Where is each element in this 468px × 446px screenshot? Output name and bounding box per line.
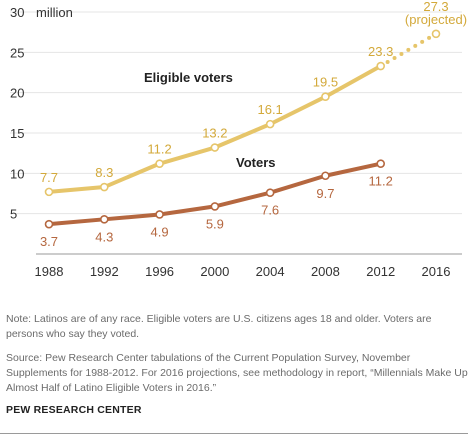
data-point bbox=[265, 119, 275, 129]
y-unit-label: million bbox=[36, 5, 73, 20]
x-tick-label: 2016 bbox=[422, 264, 451, 279]
data-point bbox=[44, 187, 54, 197]
y-tick-label: 10 bbox=[10, 166, 24, 181]
data-point bbox=[265, 188, 275, 197]
y-tick-label: 15 bbox=[10, 126, 24, 141]
data-label: 3.7 bbox=[40, 234, 58, 249]
data-point bbox=[376, 159, 386, 168]
x-tick-label: 1988 bbox=[35, 264, 64, 279]
data-label: 9.7 bbox=[316, 186, 334, 201]
data-label: 11.2 bbox=[369, 174, 393, 189]
data-point bbox=[155, 210, 164, 219]
chart-notes: Note: Latinos are of any race. Eligible … bbox=[6, 312, 468, 405]
data-label: 13.2 bbox=[202, 126, 227, 141]
x-tick-label: 2000 bbox=[200, 264, 229, 279]
data-label: 8.3 bbox=[95, 165, 113, 180]
data-label: 11.2 bbox=[147, 142, 171, 157]
x-tick-label: 2004 bbox=[256, 264, 285, 279]
series-name-label: Voters bbox=[236, 155, 276, 170]
data-point bbox=[321, 92, 330, 101]
note-text: Note: Latinos are of any race. Eligible … bbox=[6, 313, 432, 340]
y-tick-label: 25 bbox=[10, 45, 24, 60]
y-tick-label: 5 bbox=[10, 207, 17, 222]
data-point bbox=[44, 219, 54, 229]
data-label: 4.9 bbox=[151, 224, 169, 239]
projection-point bbox=[431, 29, 441, 39]
y-tick-label: 20 bbox=[10, 86, 24, 101]
x-tick-label: 1996 bbox=[145, 264, 174, 279]
data-label: 5.9 bbox=[206, 216, 224, 231]
x-tick-label: 1992 bbox=[90, 264, 119, 279]
data-label: 19.5 bbox=[313, 75, 338, 90]
data-label: 16.1 bbox=[257, 102, 282, 117]
org-credit: PEW RESEARCH CENTER bbox=[6, 404, 142, 416]
y-tick-label: 30 bbox=[10, 5, 24, 20]
data-label: 7.7 bbox=[40, 170, 58, 185]
data-point bbox=[99, 215, 109, 224]
projection-note: (projected) bbox=[405, 12, 467, 27]
projection-line bbox=[378, 31, 438, 69]
x-tick-label: 2012 bbox=[366, 264, 395, 279]
data-label: 23.3 bbox=[368, 44, 393, 59]
data-label: 4.3 bbox=[95, 229, 113, 244]
data-point bbox=[155, 159, 164, 168]
data-point bbox=[210, 202, 220, 211]
source-text: Source: Pew Research Center tabulations … bbox=[6, 352, 468, 394]
bottom-divider bbox=[0, 433, 468, 434]
data-point bbox=[99, 182, 109, 192]
data-point bbox=[376, 61, 386, 71]
x-tick-label: 2008 bbox=[311, 264, 340, 279]
projection-value-label: 27.3 bbox=[423, 0, 448, 14]
data-point bbox=[321, 171, 330, 181]
data-label: 7.6 bbox=[261, 203, 279, 218]
data-point bbox=[210, 143, 220, 152]
line-chart: 5 10 15 20 25 30 million 1988 1992 1996 2000 2004 20… bbox=[10, 0, 467, 279]
series-name-label: Eligible voters bbox=[144, 70, 233, 85]
